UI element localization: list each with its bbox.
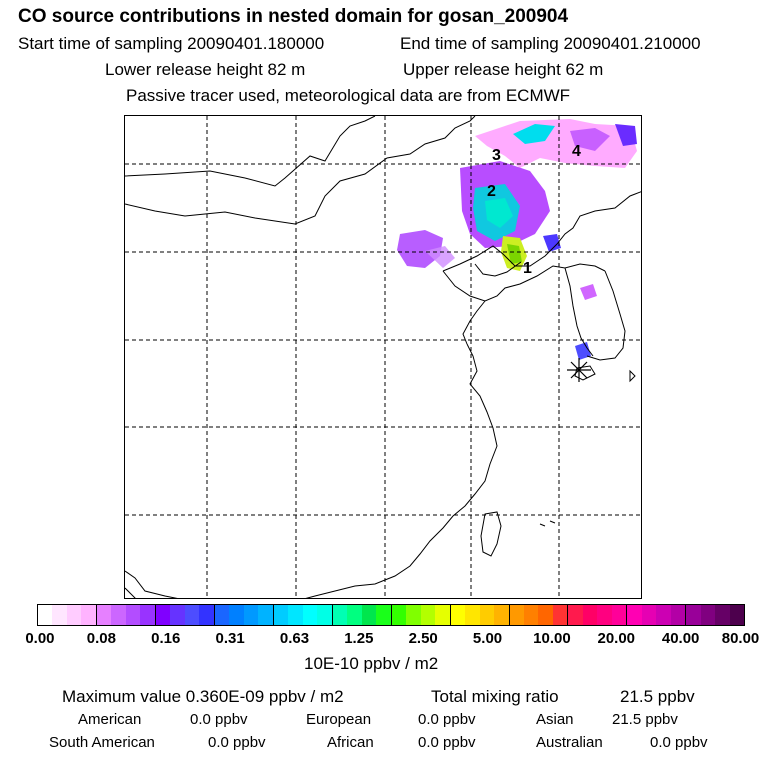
station-asterisk-icon [567, 358, 591, 382]
region-african-name: African [327, 734, 374, 751]
colorbar-swatch [641, 605, 657, 625]
colorbar-swatch [582, 605, 598, 625]
region-south-american-value: 0.0 ppbv [208, 734, 266, 751]
colorbar-swatch [288, 605, 303, 625]
colorbar-swatch [435, 605, 451, 625]
colorbar-swatch [332, 605, 348, 625]
colorbar-swatch [140, 605, 156, 625]
colorbar-swatch [52, 605, 67, 625]
colorbar-swatch [538, 605, 553, 625]
colorbar-swatch [391, 605, 407, 625]
colorbar-swatch [170, 605, 185, 625]
colorbar-swatch [258, 605, 274, 625]
region-american-value: 0.0 ppbv [190, 711, 248, 728]
colorbar-swatch [611, 605, 628, 625]
colorbar-swatch [686, 605, 701, 625]
colorbar-swatch [568, 605, 583, 625]
lower-release-height: Lower release height 82 m [105, 60, 306, 79]
colorbar-tick-label: 0.31 [215, 630, 245, 647]
region-south-american-name: South American [49, 734, 155, 751]
total-mixing-ratio-label: Total mixing ratio [431, 687, 559, 706]
colorbar-swatch [627, 605, 642, 625]
region-label-2: 2 [487, 183, 496, 200]
colorbar-swatch [450, 605, 466, 625]
colorbar-swatch [361, 605, 377, 625]
colorbar-swatch [302, 605, 318, 625]
plot-title: CO source contributions in nested domain… [18, 6, 569, 27]
colorbar-tick-label: 20.00 [597, 630, 636, 647]
colorbar-swatch [347, 605, 362, 625]
colorbar-swatch [670, 605, 687, 625]
colorbar-swatch [509, 605, 524, 625]
max-value: Maximum value 0.360E-09 ppbv / m2 [62, 687, 344, 706]
region-african-value: 0.0 ppbv [418, 734, 476, 751]
colorbar-swatch [125, 605, 141, 625]
colorbar-tick-label: 10.00 [533, 630, 571, 647]
colorbar-swatch [479, 605, 495, 625]
grid-lines [125, 116, 641, 598]
colorbar-swatch [494, 605, 510, 625]
colorbar-swatch [420, 605, 436, 625]
colorbar-tick-label: 2.50 [408, 630, 438, 647]
colorbar-swatch [155, 605, 171, 625]
start-time: Start time of sampling 20090401.180000 [18, 34, 325, 53]
colorbar-swatch [465, 605, 480, 625]
region-european-value: 0.0 ppbv [418, 711, 476, 728]
colorbar-swatch [700, 605, 716, 625]
colorbar-swatch [523, 605, 539, 625]
map-panel: 1 2 3 4 [124, 115, 642, 599]
colorbar-swatch [552, 605, 569, 625]
colorbar-swatch [243, 605, 259, 625]
colorbar-swatch [715, 605, 730, 625]
tracer-note: Passive tracer used, meteorological data… [126, 86, 571, 105]
colorbar-tick-label: 0.00 [25, 630, 55, 647]
end-time: End time of sampling 20090401.210000 [400, 34, 701, 53]
region-australian-value: 0.0 ppbv [650, 734, 708, 751]
region-american-name: American [78, 711, 142, 728]
region-label-4: 4 [572, 143, 581, 160]
region-european-name: European [306, 711, 372, 728]
colorbar-swatch [729, 605, 745, 625]
region-australian-name: Australian [536, 734, 603, 751]
colorbar-swatch [184, 605, 200, 625]
upper-release-height: Upper release height 62 m [403, 60, 604, 79]
total-mixing-ratio-value: 21.5 ppbv [620, 687, 695, 706]
colorbar-swatch [96, 605, 112, 625]
colorbar-swatch [597, 605, 612, 625]
colorbar-swatch [199, 605, 215, 625]
plume-layer [397, 119, 637, 360]
colorbar-tick-label: 80.00 [721, 630, 760, 647]
colorbar-tick-label: 1.25 [344, 630, 374, 647]
colorbar-swatch [656, 605, 671, 625]
region-asian-value: 21.5 ppbv [612, 711, 678, 728]
colorbar-swatch [317, 605, 333, 625]
colorbar-swatch [273, 605, 289, 625]
colorbar-swatch [81, 605, 97, 625]
colorbar-swatch [229, 605, 244, 625]
colorbar [37, 604, 745, 626]
map-canvas [125, 116, 641, 598]
colorbar-tick-label: 40.00 [661, 630, 700, 647]
colorbar-swatch [376, 605, 392, 625]
colorbar-tick-label: 5.00 [472, 630, 503, 647]
colorbar-swatch [38, 605, 53, 625]
colorbar-swatch [406, 605, 421, 625]
region-asian-name: Asian [536, 711, 574, 728]
colorbar-swatch [214, 605, 230, 625]
colorbar-tick-label: 0.16 [151, 630, 181, 647]
region-label-3: 3 [492, 147, 501, 164]
colorbar-swatch [66, 605, 82, 625]
coastlines [125, 116, 641, 598]
colorbar-tick-label: 0.08 [86, 630, 116, 647]
colorbar-swatch [111, 605, 126, 625]
colorbar-tick-label: 0.63 [279, 630, 310, 647]
colorbar-unit: 10E-10 ppbv / m2 [304, 654, 439, 673]
region-label-1: 1 [523, 260, 532, 277]
